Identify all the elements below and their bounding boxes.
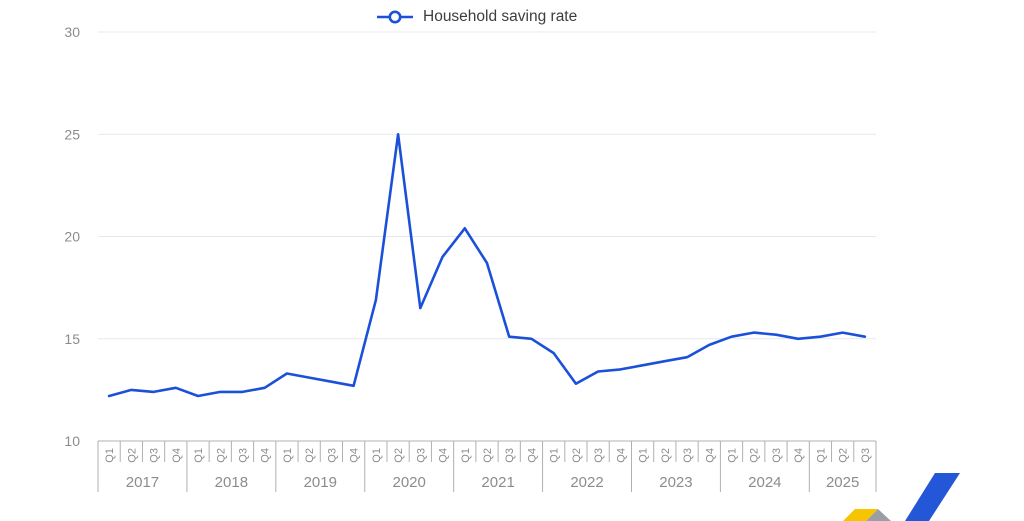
x-axis-quarter-label: Q2	[215, 448, 227, 463]
x-axis-quarter-label: Q4	[615, 448, 627, 463]
x-axis-quarter-label: Q3	[860, 448, 872, 463]
x-axis-quarter-label: Q1	[549, 448, 561, 463]
x-axis-quarter-label: Q4	[349, 448, 361, 463]
y-axis-label: 25	[64, 126, 80, 142]
legend-label: Household saving rate	[423, 8, 578, 25]
x-axis-year-label: 2021	[481, 474, 514, 491]
x-axis-quarter-label: Q2	[838, 448, 850, 463]
logo-gray-triangle	[866, 509, 891, 521]
y-axis-label: 10	[64, 433, 80, 449]
x-axis-quarter-label: Q1	[371, 448, 383, 463]
x-axis-quarter-label: Q1	[104, 448, 116, 463]
x-axis-quarter-label: Q4	[526, 448, 538, 463]
x-axis-year-label: 2023	[659, 474, 692, 491]
x-axis-quarter-label: Q3	[415, 448, 427, 463]
x-axis-quarter-label: Q1	[727, 448, 739, 463]
legend-marker-icon	[377, 10, 413, 24]
x-axis-year-label: 2020	[393, 474, 426, 491]
x-axis-quarter-label: Q1	[282, 448, 294, 463]
x-axis-year-label: 2018	[215, 474, 248, 491]
x-axis-year-label: 2022	[570, 474, 603, 491]
x-axis-quarter-label: Q3	[149, 448, 161, 463]
x-axis-quarter-label: Q1	[193, 448, 205, 463]
x-axis-quarter-label: Q3	[593, 448, 605, 463]
x-axis-quarter-label: Q4	[260, 448, 272, 463]
x-axis-quarter-label: Q2	[393, 448, 405, 463]
legend-circle-icon	[388, 10, 402, 24]
series-line-household-saving-rate	[107, 133, 867, 398]
x-axis-quarter-label: Q1	[460, 448, 472, 463]
logo	[843, 473, 960, 521]
x-axis-quarter-label: Q3	[682, 448, 694, 463]
x-axis-quarter-label: Q2	[304, 448, 316, 463]
y-axis-label: 15	[64, 331, 80, 347]
x-axis-year-label: 2017	[126, 474, 159, 491]
x-axis-quarter-label: Q3	[326, 448, 338, 463]
x-axis-quarter-label: Q2	[571, 448, 583, 463]
y-axis-label: 20	[64, 229, 80, 245]
x-axis-quarter-label: Q4	[438, 448, 450, 463]
x-axis-quarter-label: Q4	[704, 448, 716, 463]
legend-item-household-saving-rate[interactable]: Household saving rate	[376, 8, 577, 26]
x-axis-quarter-label: Q1	[815, 448, 827, 463]
x-axis-quarter-label: Q3	[771, 448, 783, 463]
x-axis-quarter-label: Q1	[638, 448, 650, 463]
logo-blue-slash	[905, 473, 960, 521]
x-axis-quarter-label: Q4	[171, 448, 183, 463]
y-axis-label: 30	[64, 24, 80, 40]
x-axis-year-label: 2019	[304, 474, 337, 491]
x-axis-year-label: 2025	[826, 474, 859, 491]
x-axis-year-label: 2024	[748, 474, 781, 491]
x-axis-quarter-label: Q3	[237, 448, 249, 463]
logo-yellow-slash	[843, 509, 878, 521]
x-axis-quarter-label: Q2	[660, 448, 672, 463]
x-axis-quarter-label: Q4	[793, 448, 805, 463]
x-axis-quarter-label: Q2	[126, 448, 138, 463]
x-axis-quarter-label: Q2	[749, 448, 761, 463]
x-axis-quarter-label: Q3	[504, 448, 516, 463]
x-axis-quarter-label: Q2	[482, 448, 494, 463]
